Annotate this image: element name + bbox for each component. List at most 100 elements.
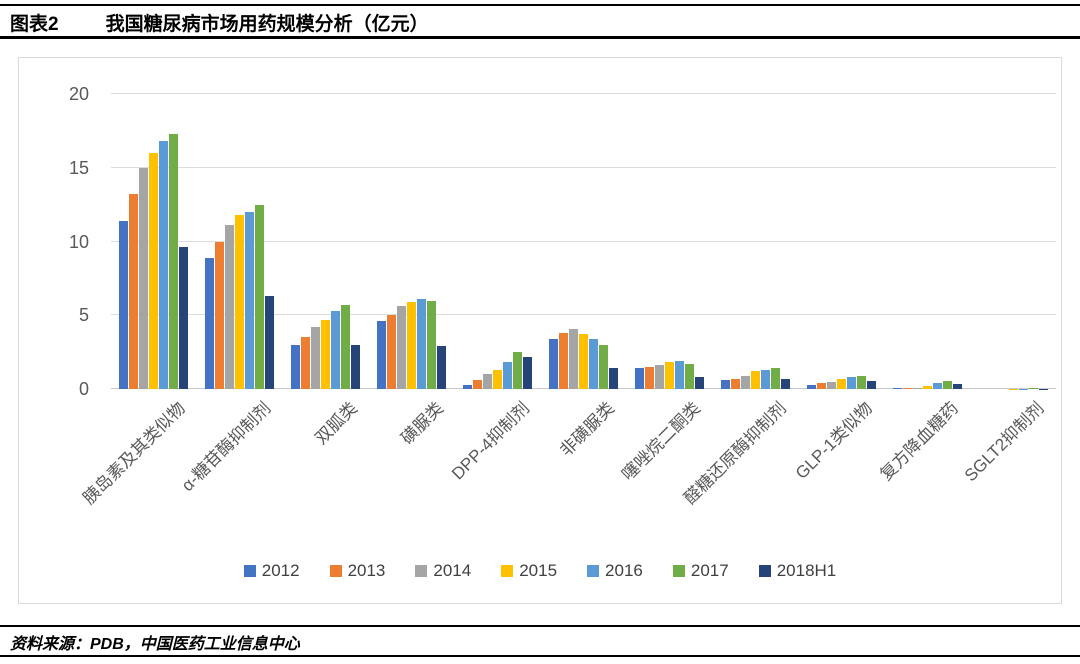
bar-group-2: α-糖苷酶抑制剂 [178, 94, 283, 495]
chart-panel: 0 5 10 15 20 胰岛素及其类似物 α-糖苷酶抑制剂 双胍类 磺脲类 DPP-4抑制剂非… [18, 57, 1062, 604]
y-tick-label-5: 5 [78, 305, 89, 326]
x-category-label-9: GLP-1类似物 [791, 398, 877, 483]
bar-2013-cat1 [129, 194, 139, 389]
legend-label: 2015 [519, 561, 558, 580]
header-divider [0, 36, 1080, 39]
x-category-label-6: 非磺脲类 [556, 398, 619, 461]
x-category-label-1: 胰岛素及其类似物 [79, 398, 189, 509]
bar-group-4: 磺脲类 [369, 94, 455, 448]
bar-group-11: SGLT2抑制剂 [961, 94, 1056, 485]
bar-2017-cat6 [598, 344, 608, 389]
bar-2014-cat6 [568, 328, 578, 389]
bar-2015-cat7 [664, 362, 674, 389]
bar-2012-cat4 [377, 321, 387, 389]
bar-2016-cat2 [245, 212, 255, 389]
source-note: 资料来源：PDB，中国医药工业信息中心 [10, 636, 300, 653]
x-category-label-5: DPP-4抑制剂 [447, 398, 533, 484]
legend-item-2015: 2015 [501, 561, 557, 581]
bar-2016-cat7 [674, 361, 684, 389]
plot-area: 胰岛素及其类似物 α-糖苷酶抑制剂 双胍类 磺脲类 DPP-4抑制剂 非磺脲类 噻唑烷二酮类… [79, 93, 1056, 508]
legend-item-2018H1: 2018H1 [758, 561, 836, 581]
bar-2013-cat6 [558, 332, 568, 389]
bar-2015-cat1 [149, 153, 159, 389]
legend-item-2014: 2014 [415, 561, 471, 581]
bar-groups: 胰岛素及其类似物 α-糖苷酶抑制剂 双胍类 磺脲类 DPP-4抑制剂 非磺脲类 噻唑烷二酮类… [79, 94, 1056, 508]
bar-2013-cat5 [473, 380, 483, 389]
y-tick-label-20: 20 [68, 84, 89, 104]
gridline-15 [111, 166, 1056, 168]
footer-divider-top [0, 625, 1080, 627]
bar-group-3: 双胍类 [283, 94, 369, 448]
bar-2017-cat4 [427, 300, 437, 389]
gridline-10 [111, 240, 1056, 242]
bar-2017-cat1 [169, 133, 179, 389]
bar-2017-cat10 [942, 380, 952, 389]
bar-2012-cat3 [291, 344, 301, 389]
bar-group-8: 醛糖还原酶抑制剂 [681, 94, 798, 508]
legend-swatch-icon [672, 565, 685, 577]
x-category-label-3: 双胍类 [311, 398, 361, 449]
legend-swatch-icon [243, 565, 256, 577]
bar-2015-cat10 [922, 386, 932, 389]
bar-2012-cat2 [205, 257, 215, 389]
bar-2017-cat5 [513, 352, 523, 389]
bar-2013-cat2 [215, 241, 225, 389]
x-category-label-4: 磺脲类 [397, 398, 447, 449]
y-tick-label-10: 10 [68, 231, 89, 252]
y-tick-label-15: 15 [68, 157, 89, 178]
x-category-label-10: 复方降血糖药 [876, 398, 963, 485]
bar-2012-cat9 [806, 384, 816, 389]
bar-2017-cat7 [684, 363, 694, 389]
legend-label: 2012 [261, 561, 300, 580]
bar-2015-cat6 [578, 334, 588, 389]
x-category-label-2: α-糖苷酶抑制剂 [178, 398, 275, 496]
chart-header: 图表2 我国糖尿病市场用药规模分析（亿元） [10, 10, 1070, 35]
x-category-label-11: SGLT2抑制剂 [961, 398, 1048, 486]
bar-2012-cat6 [548, 338, 558, 389]
bar-2018H1-cat7 [694, 377, 704, 389]
bar-2014-cat1 [139, 167, 149, 389]
bar-2017-cat11 [1028, 388, 1038, 389]
bar-2015-cat8 [750, 371, 760, 389]
bar-2013-cat8 [730, 378, 740, 389]
legend-label: 2014 [433, 561, 472, 580]
bar-group-5: DPP-4抑制剂 [448, 94, 541, 483]
legend: 2012 2013 2014 2015 2016 2017 2018H1 [19, 561, 1061, 581]
bar-2013-cat3 [301, 337, 311, 389]
legend-swatch-icon [501, 565, 514, 577]
legend-item-2013: 2013 [329, 561, 385, 581]
bar-2013-cat7 [644, 366, 654, 389]
legend-item-2017: 2017 [672, 561, 729, 581]
bar-2012-cat5 [463, 384, 473, 389]
bar-2017-cat3 [341, 304, 351, 389]
x-category-label-7: 噻唑烷二酮类 [618, 398, 705, 485]
bar-2015-cat9 [836, 378, 846, 389]
gridline-5 [111, 314, 1056, 316]
bar-2016-cat4 [417, 299, 427, 389]
bar-group-7: 噻唑烷二酮类 [619, 94, 712, 484]
gridline-20 [111, 93, 1056, 94]
legend-item-2016: 2016 [587, 561, 643, 581]
bar-2012-cat10 [892, 388, 902, 389]
bar-2018H1-cat3 [351, 344, 361, 389]
bar-2012-cat1 [119, 220, 129, 389]
bar-2018H1-cat5 [523, 356, 533, 389]
bar-2017-cat9 [856, 375, 866, 389]
bar-2018H1-cat10 [952, 383, 962, 389]
bar-2013-cat9 [816, 383, 826, 389]
legend-swatch-icon [758, 565, 771, 577]
legend-swatch-icon [415, 565, 428, 577]
bar-2018H1-cat8 [780, 378, 790, 389]
bar-2012-cat7 [634, 368, 644, 389]
legend-label: 2017 [690, 561, 729, 580]
bar-2018H1-cat9 [866, 380, 876, 389]
bar-group-10: 复方降血糖药 [877, 94, 970, 484]
bar-2015-cat4 [407, 302, 417, 389]
legend-swatch-icon [329, 565, 342, 577]
legend-label: 2016 [605, 561, 643, 580]
bar-2014-cat7 [654, 365, 664, 389]
bar-group-9: GLP-1类似物 [792, 94, 884, 483]
top-divider [0, 4, 1080, 6]
bar-2014-cat2 [225, 225, 235, 389]
